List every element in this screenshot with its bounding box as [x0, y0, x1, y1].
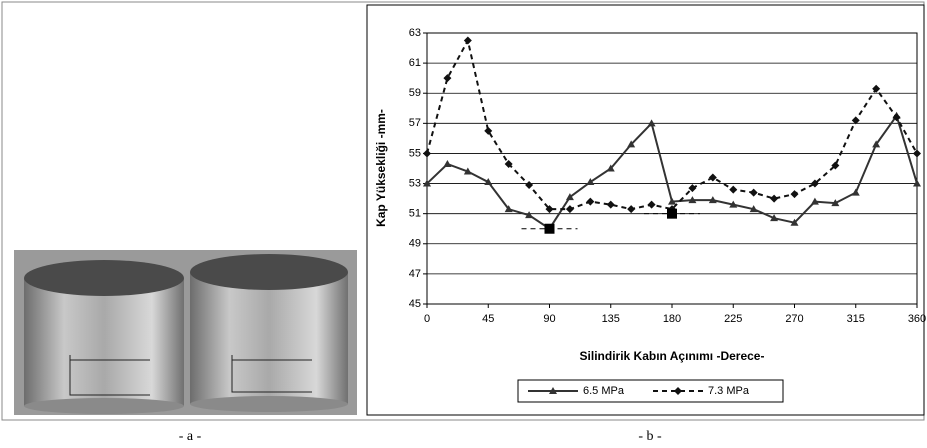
- marker: [831, 199, 840, 207]
- marker: [565, 205, 574, 214]
- marker: [872, 140, 881, 148]
- chart-frame: [366, 4, 925, 416]
- marker: [708, 173, 717, 182]
- marker: [708, 196, 717, 204]
- marker: [443, 74, 452, 83]
- marker: [810, 179, 819, 188]
- marker: [668, 197, 676, 205]
- marker: [667, 208, 677, 219]
- y-tick-label: 57: [409, 117, 421, 129]
- cup-base: [24, 398, 184, 414]
- marker: [647, 119, 656, 127]
- plot-area: [426, 32, 918, 305]
- y-tick-label: 59: [409, 87, 421, 99]
- marker: [831, 161, 840, 170]
- x-tick-label: 45: [482, 313, 494, 325]
- marker: [851, 116, 860, 125]
- marker: [810, 197, 819, 205]
- marker: [463, 167, 472, 175]
- marker: [423, 149, 431, 158]
- y-tick-label: 53: [409, 177, 421, 189]
- x-tick-label: 135: [602, 313, 620, 325]
- x-tick-label: 90: [543, 313, 555, 325]
- cup: [190, 272, 348, 404]
- marker: [606, 200, 615, 209]
- marker: [913, 149, 921, 158]
- marker: [627, 205, 636, 214]
- marker: [913, 179, 921, 187]
- marker: [749, 188, 758, 197]
- x-tick-label: 225: [724, 313, 742, 325]
- cup-scribble: [69, 355, 312, 396]
- cup-base: [190, 396, 348, 412]
- x-tick-label: 0: [424, 313, 430, 325]
- marker: [674, 387, 682, 395]
- x-tick-label: 270: [785, 313, 803, 325]
- cup: [24, 278, 184, 406]
- marker: [504, 159, 513, 168]
- y-tick-label: 47: [409, 268, 421, 280]
- y-tick-label: 55: [409, 147, 421, 159]
- marker: [729, 185, 738, 194]
- marker: [749, 205, 758, 213]
- marker: [770, 194, 779, 203]
- y-tick-label: 49: [409, 238, 421, 250]
- y-axis-title: Kap Yüksekliği -mm-: [374, 109, 388, 227]
- marker: [586, 178, 595, 186]
- marker: [872, 84, 881, 93]
- marker: [525, 181, 534, 190]
- marker: [770, 214, 779, 222]
- x-tick-label: 180: [663, 313, 681, 325]
- marker: [484, 178, 493, 186]
- marker: [565, 193, 574, 201]
- marker: [892, 113, 901, 122]
- marker: [443, 159, 452, 167]
- marker: [647, 200, 656, 209]
- marker: [549, 387, 557, 394]
- cup-rim: [24, 260, 184, 296]
- marker: [688, 184, 697, 193]
- marker: [851, 188, 860, 196]
- marker: [545, 205, 554, 214]
- caption: - a -: [179, 429, 202, 444]
- legend-label: 6.5 MPa: [583, 385, 625, 397]
- marker: [463, 36, 472, 45]
- marker: [423, 179, 431, 187]
- legend: [517, 379, 784, 403]
- y-tick-label: 61: [409, 57, 421, 69]
- marker: [525, 211, 534, 219]
- marker: [688, 196, 697, 204]
- marker: [484, 126, 493, 135]
- x-tick-label: 315: [847, 313, 865, 325]
- cup-rim: [190, 254, 348, 290]
- photo: [14, 250, 357, 415]
- x-axis-title: Silindirik Kabın Açınımı -Derece-: [580, 349, 765, 363]
- caption: - b -: [638, 429, 662, 444]
- marker: [729, 200, 738, 208]
- marker: [790, 218, 799, 226]
- marker: [504, 205, 513, 213]
- marker: [544, 223, 555, 234]
- y-tick-label: 51: [409, 208, 421, 220]
- y-tick-label: 45: [409, 298, 421, 310]
- marker: [586, 197, 595, 206]
- y-tick-label: 63: [409, 27, 421, 39]
- marker: [627, 140, 636, 148]
- marker: [606, 164, 615, 172]
- legend-label: 7.3 MPa: [708, 385, 750, 397]
- x-tick-label: 360: [908, 313, 926, 325]
- marker: [790, 190, 799, 199]
